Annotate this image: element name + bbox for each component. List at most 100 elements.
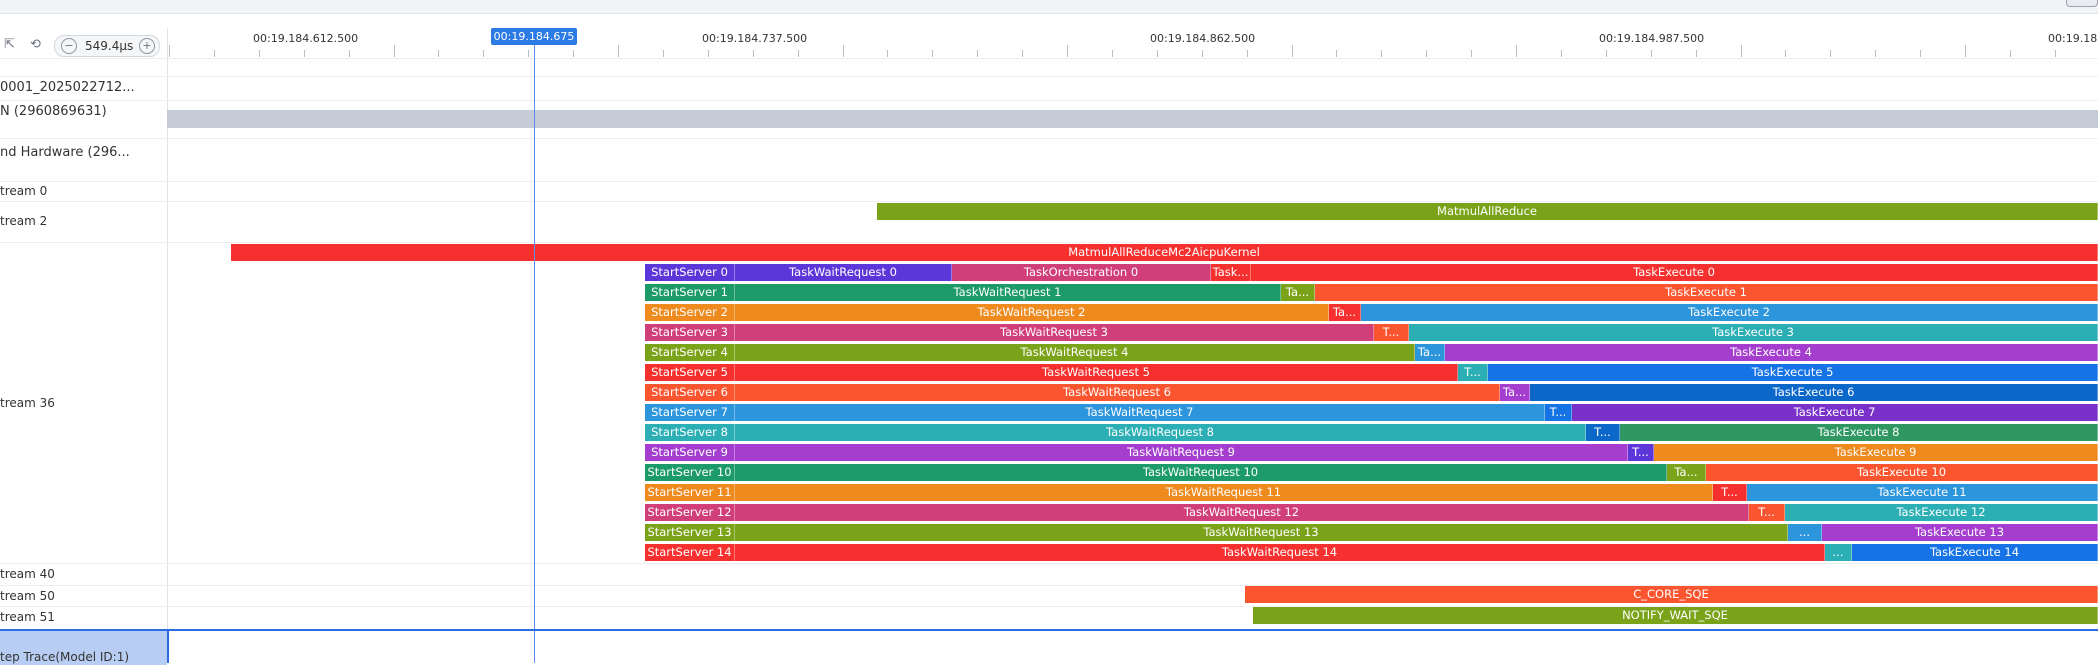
ruler-label: 00:19.184.987.500: [1599, 32, 1705, 45]
task-short-slice[interactable]: T...: [1713, 484, 1747, 501]
start-server-slice[interactable]: StartServer 6: [645, 384, 735, 401]
track-label[interactable]: tream 2: [0, 214, 48, 228]
zoom-level: 549.4µs: [85, 39, 134, 53]
time-ruler[interactable]: 00:19.184.612.500 00:19.184.737.500 00:1…: [167, 28, 2098, 59]
zoom-control: − 549.4µs +: [54, 35, 160, 57]
task-execute-slice[interactable]: TaskExecute 13: [1822, 524, 2098, 541]
task-wait-request-slice[interactable]: TaskWaitRequest 9: [735, 444, 1628, 461]
task-execute-slice[interactable]: TaskExecute 11: [1747, 484, 2098, 501]
row-divider: [0, 606, 2098, 607]
task-short-slice[interactable]: T...: [1458, 364, 1488, 381]
task-execute-slice[interactable]: TaskExecute 6: [1530, 384, 2098, 401]
start-server-slice[interactable]: StartServer 10: [645, 464, 735, 481]
task-execute-slice[interactable]: TaskExecute 14: [1852, 544, 2098, 561]
ruler-tick: [1022, 50, 1024, 57]
start-server-slice[interactable]: StartServer 12: [645, 504, 735, 521]
task-orchestration-slice[interactable]: TaskOrchestration 0: [952, 264, 1211, 281]
start-server-slice[interactable]: StartServer 0: [645, 264, 735, 281]
start-server-slice[interactable]: StartServer 11: [645, 484, 735, 501]
track-label[interactable]: 0001_2025022712...: [0, 80, 135, 95]
matmul-all-reduce-slice[interactable]: MatmulAllReduce: [877, 203, 2098, 220]
task-execute-slice[interactable]: TaskExecute 4: [1445, 344, 2098, 361]
task-execute-slice[interactable]: TaskExecute 5: [1488, 364, 2098, 381]
task-wait-request-slice[interactable]: TaskWaitRequest 11: [735, 484, 1713, 501]
ruler-tick: [1650, 50, 1652, 57]
task-short-slice[interactable]: T...: [1749, 504, 1785, 521]
c-core-sqe-slice[interactable]: C_CORE_SQE: [1245, 586, 2098, 603]
task-wait-request-slice[interactable]: TaskWaitRequest 10: [735, 464, 1667, 481]
layout-icon[interactable]: ⇱: [4, 37, 15, 52]
task-short-slice[interactable]: Task...: [1211, 264, 1251, 281]
task-short-slice[interactable]: Ta...: [1329, 304, 1361, 321]
start-server-slice[interactable]: StartServer 7: [645, 404, 735, 421]
ruler-tick: [977, 50, 979, 57]
zoom-in-button[interactable]: +: [139, 38, 155, 54]
task-execute-slice[interactable]: TaskExecute 9: [1654, 444, 2098, 461]
window-corner-icon[interactable]: [2066, 0, 2098, 7]
zoom-out-button[interactable]: −: [61, 38, 77, 54]
task-wait-request-slice[interactable]: TaskWaitRequest 5: [735, 364, 1458, 381]
task-execute-slice[interactable]: TaskExecute 1: [1315, 284, 2098, 301]
task-wait-request-slice[interactable]: TaskWaitRequest 4: [735, 344, 1415, 361]
track-label[interactable]: tream 51: [0, 610, 55, 624]
start-server-slice[interactable]: StartServer 8: [645, 424, 735, 441]
ruler-tick: [707, 50, 709, 57]
task-execute-slice[interactable]: TaskExecute 8: [1620, 424, 2098, 441]
row-divider: [0, 242, 2098, 243]
track-label[interactable]: tream 0: [0, 184, 48, 198]
task-wait-request-slice[interactable]: TaskWaitRequest 3: [735, 324, 1374, 341]
start-server-slice[interactable]: StartServer 14: [645, 544, 735, 561]
process-band[interactable]: [167, 110, 2098, 128]
time-cursor-line[interactable]: [534, 45, 535, 663]
start-server-slice[interactable]: StartServer 3: [645, 324, 735, 341]
task-execute-slice[interactable]: TaskExecute 0: [1251, 264, 2098, 281]
task-wait-request-slice[interactable]: TaskWaitRequest 13: [735, 524, 1788, 541]
task-short-slice[interactable]: T...: [1545, 404, 1572, 421]
ruler-label: 00:19.184.737.500: [702, 32, 808, 45]
track-label[interactable]: tream 50: [0, 589, 55, 603]
track-label[interactable]: tream 36: [0, 396, 55, 410]
task-execute-slice[interactable]: TaskExecute 3: [1409, 324, 2098, 341]
task-wait-request-slice[interactable]: TaskWaitRequest 8: [735, 424, 1586, 441]
task-execute-slice[interactable]: TaskExecute 10: [1706, 464, 2098, 481]
start-server-slice[interactable]: StartServer 9: [645, 444, 735, 461]
start-server-slice[interactable]: StartServer 4: [645, 344, 735, 361]
step-trace-label[interactable]: tep Trace(Model ID:1): [0, 650, 130, 664]
ruler-tick: [797, 50, 799, 57]
task-execute-slice[interactable]: TaskExecute 12: [1785, 504, 2098, 521]
track-label[interactable]: nd Hardware (296...: [0, 145, 130, 160]
task-short-slice[interactable]: T...: [1628, 444, 1654, 461]
task-wait-request-slice[interactable]: TaskWaitRequest 7: [735, 404, 1545, 421]
time-cursor-label[interactable]: 00:19.184.675: [491, 28, 577, 45]
ruler-tick: [1156, 50, 1158, 57]
task-short-slice[interactable]: ...: [1825, 544, 1852, 561]
track-label[interactable]: tream 40: [0, 567, 55, 581]
track-label[interactable]: N (2960869631): [0, 104, 107, 119]
selected-track-label[interactable]: [0, 629, 167, 665]
task-short-slice[interactable]: ...: [1788, 524, 1822, 541]
task-short-slice[interactable]: T...: [1374, 324, 1409, 341]
task-short-slice[interactable]: Ta...: [1281, 284, 1315, 301]
task-short-slice[interactable]: Ta...: [1500, 384, 1530, 401]
start-server-slice[interactable]: StartServer 5: [645, 364, 735, 381]
task-wait-request-slice[interactable]: TaskWaitRequest 12: [735, 504, 1749, 521]
task-wait-request-slice[interactable]: TaskWaitRequest 14: [735, 544, 1825, 561]
start-server-slice[interactable]: StartServer 1: [645, 284, 735, 301]
task-short-slice[interactable]: T...: [1586, 424, 1620, 441]
ruler-tick: [2009, 50, 2011, 57]
task-wait-request-slice[interactable]: TaskWaitRequest 2: [735, 304, 1329, 321]
kernel-slice[interactable]: MatmulAllReduceMc2AicpuKernel: [231, 244, 2098, 261]
task-wait-request-slice[interactable]: TaskWaitRequest 0: [735, 264, 952, 281]
task-short-slice[interactable]: Ta...: [1667, 464, 1706, 481]
reset-icon[interactable]: ⟲: [30, 37, 41, 52]
task-short-slice[interactable]: Ta...: [1415, 344, 1445, 361]
task-execute-slice[interactable]: TaskExecute 2: [1361, 304, 2098, 321]
task-wait-request-slice[interactable]: TaskWaitRequest 6: [735, 384, 1500, 401]
ruler-tick: [752, 50, 754, 57]
task-wait-request-slice[interactable]: TaskWaitRequest 1: [735, 284, 1281, 301]
notify-wait-sqe-slice[interactable]: NOTIFY_WAIT_SQE: [1253, 607, 2098, 624]
start-server-slice[interactable]: StartServer 13: [645, 524, 735, 541]
task-execute-slice[interactable]: TaskExecute 7: [1572, 404, 2098, 421]
start-server-slice[interactable]: StartServer 2: [645, 304, 735, 321]
ruler-tick: [932, 50, 934, 57]
